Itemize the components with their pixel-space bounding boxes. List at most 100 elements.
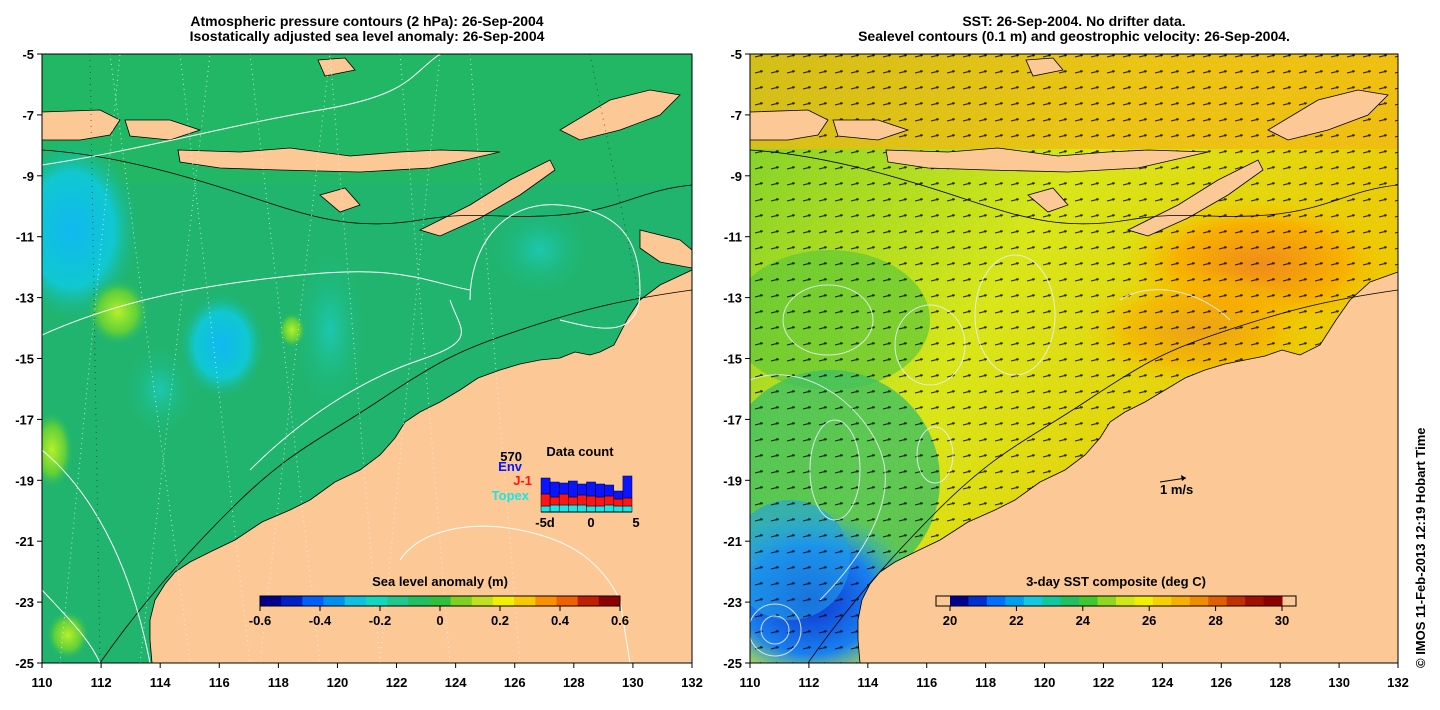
sla-colorbar-color-swatch [408, 596, 430, 606]
sla-colorbar-color-swatch [302, 596, 325, 606]
left-ytick-label: -19 [15, 473, 34, 488]
hist-bar-topex [577, 504, 587, 513]
hist-bar-env [604, 484, 615, 497]
sla-colorbar-color-swatch [535, 596, 557, 606]
sst-colorbar: 3-day SST composite (deg C) 20 22 24 26 28 30 [935, 574, 1297, 628]
right-ytick-label: -7 [730, 108, 742, 123]
hist-bar-env [568, 480, 578, 498]
right-xtick-label: 110 [740, 675, 761, 690]
sst-colorbar-color-swatch [1042, 596, 1062, 606]
hist-bar-j1 [604, 495, 615, 506]
left-x-axis: 110 112 114 116 118 120 122 124 126 128 130 132 [32, 663, 703, 690]
sst-colorbar-tick-label: 22 [1009, 613, 1023, 628]
right-ytick-label: -5 [730, 47, 742, 62]
hist-bar-env [613, 490, 624, 500]
right-x-axis: 110 112 114 116 118 120 122 124 126 128 130 132 [740, 663, 1409, 690]
left-xtick-label: 116 [209, 675, 230, 690]
sla-colorbar-tick-label: 0 [436, 613, 443, 628]
right-ytick-label: -17 [723, 412, 742, 427]
right-title-line2: Sealevel contours (0.1 m) and geostrophi… [858, 28, 1290, 44]
left-xtick-label: 110 [32, 675, 53, 690]
hist-bar-j1 [568, 496, 578, 506]
legend-topex: Topex [492, 488, 530, 503]
sla-colorbar-tick-label: 0.6 [611, 613, 629, 628]
sla-colorbar-tick-label: 0.2 [491, 613, 509, 628]
sst-colorbar-tick-label: 30 [1275, 613, 1289, 628]
hist-bar-topex [613, 505, 624, 513]
hist-bar-j1 [577, 494, 587, 506]
sla-colorbar-color-swatch [450, 596, 473, 606]
sla-colorbar-color-swatch [556, 596, 579, 606]
velocity-scale-label: 1 m/s [1160, 482, 1193, 497]
left-ytick-label: -25 [15, 656, 34, 671]
velocity-scale: 1 m/s [1159, 475, 1193, 497]
sst-colorbar-color-swatch [1060, 596, 1080, 606]
right-xtick-label: 118 [975, 675, 996, 690]
sst-colorbar-color-swatch [1263, 596, 1283, 606]
left-title-line1: Atmospheric pressure contours (2 hPa): 2… [190, 13, 544, 29]
right-ytick-label: -23 [723, 595, 742, 610]
hist-bar-j1 [595, 496, 605, 507]
hist-bar-topex [549, 504, 560, 513]
sla-colorbar-color-swatch [429, 596, 452, 606]
right-y-axis: -5 -7 -9 -11 -13 -15 -17 -19 -21 -23 -25 [723, 47, 750, 671]
sla-colorbar-color-swatch [492, 596, 515, 606]
sst-colorbar-tick-label: 26 [1142, 613, 1156, 628]
right-xtick-label: 130 [1328, 675, 1350, 690]
left-y-axis: -5 -7 -9 -11 -13 -15 -17 -19 -21 -23 -25 [15, 47, 42, 671]
left-xtick-label: 126 [504, 675, 526, 690]
sla-land-australia [149, 269, 692, 663]
sst-colorbar-color-swatch [1023, 596, 1043, 606]
left-ytick-label: -23 [15, 595, 34, 610]
left-xtick-label: 120 [327, 675, 349, 690]
pressure-contours [42, 54, 641, 663]
sla-colorbar-tick-label: -0.6 [249, 613, 271, 628]
left-panel-title: Atmospheric pressure contours (2 hPa): 2… [42, 14, 692, 44]
left-xtick-label: 122 [386, 675, 408, 690]
sst-colorbar-color-swatch [1152, 596, 1172, 606]
right-xtick-label: 122 [1093, 675, 1115, 690]
hist-xtick-label: -5d [535, 515, 555, 530]
right-ytick-label: -21 [723, 534, 742, 549]
sst-colorbar-color-swatch [950, 596, 969, 606]
hist-bar-j1 [540, 493, 551, 507]
sst-colorbar-label: 3-day SST composite (deg C) [1026, 574, 1206, 589]
data-count-inset: Data count 570 Env J-1 Topex -5d 0 5 [492, 444, 640, 530]
copyright-notice: © IMOS 11-Feb-2013 12:19 Hobart Time [1413, 427, 1428, 668]
sla-lime-feature [86, 278, 150, 346]
sst-colorbar-color-swatch [968, 596, 988, 606]
sst-map [750, 54, 1398, 663]
sst-colorbar-tick-label: 24 [1076, 613, 1091, 628]
sla-colorbar-color-swatch [577, 596, 600, 606]
hist-bar-env [577, 483, 587, 496]
sla-colorbar-color-swatch [260, 596, 282, 606]
left-xtick-label: 132 [681, 675, 703, 690]
left-ytick-label: -11 [16, 230, 34, 245]
data-count-title: Data count [546, 444, 614, 459]
sla-colorbar: Sea level anomaly (m) -0.6 -0.4 -0.2 0 0.2 0.… [249, 574, 629, 628]
sla-colorbar-color-swatch [281, 596, 303, 606]
sst-colorbar-color-swatch [1116, 596, 1135, 606]
sst-colorbar-color-swatch [1245, 596, 1265, 606]
sst-land-australia [857, 271, 1398, 663]
sla-cyan-feature [42, 135, 142, 325]
hist-bar-j1 [613, 498, 624, 507]
sst-colorbar-color-swatch [986, 596, 1006, 606]
right-title-line1: SST: 26-Sep-2004. No drifter data. [962, 13, 1186, 29]
left-title-line2: Isostatically adjusted sea level anomaly… [189, 28, 545, 44]
hist-bar-topex [540, 505, 551, 513]
hist-xtick-label: 5 [632, 515, 639, 530]
left-xtick-label: 112 [91, 675, 112, 690]
left-ytick-label: -15 [15, 352, 34, 367]
sla-colorbar-color-swatch [471, 596, 494, 606]
sla-map [42, 54, 692, 663]
data-count-total: 570 [500, 449, 522, 464]
hist-bar-env [549, 481, 560, 498]
sla-colorbar-tick-label: -0.4 [309, 613, 332, 628]
left-ytick-label: -17 [15, 412, 34, 427]
hist-bar-env [595, 483, 605, 498]
right-ytick-label: -13 [723, 291, 742, 306]
sla-colorbar-label: Sea level anomaly (m) [372, 574, 508, 589]
sst-colorbar-tick-label: 20 [943, 613, 957, 628]
right-xtick-label: 116 [916, 675, 937, 690]
